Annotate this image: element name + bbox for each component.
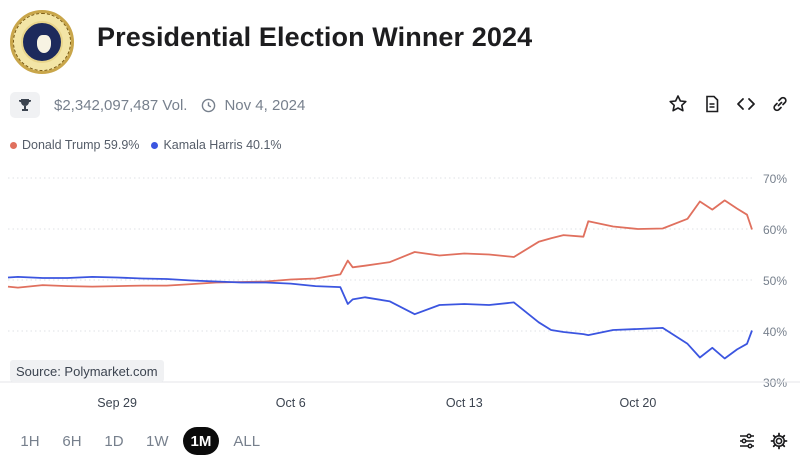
x-tick-label: Oct 20 [620, 396, 657, 410]
presidential-seal-logo [10, 10, 74, 74]
x-tick-label: Oct 13 [446, 396, 483, 410]
y-tick-label: 40% [763, 325, 787, 339]
range-6h[interactable]: 6H [62, 432, 82, 450]
legend-dot-trump [10, 141, 17, 149]
series-line-trump [7, 199, 753, 289]
link-icon[interactable] [770, 94, 790, 114]
document-icon[interactable] [702, 94, 722, 114]
legend-item-harris: Kamala Harris 40.1% [151, 138, 282, 152]
x-tick-label: Sep 29 [97, 396, 137, 410]
price-history-chart[interactable]: 30% 40% 50% 60% 70% Sep 29 Oct 6 Oct 13 Oct 20 [0, 160, 800, 420]
range-1d[interactable]: 1D [104, 432, 124, 450]
clock-icon [201, 98, 216, 113]
star-icon[interactable] [668, 94, 688, 114]
series-line-harris [7, 276, 753, 360]
action-toolbar [668, 94, 790, 114]
embed-code-icon[interactable] [736, 94, 756, 114]
eagle-icon [37, 35, 51, 53]
x-tick-label: Oct 6 [276, 396, 306, 410]
y-tick-label: 60% [763, 223, 787, 237]
gear-icon[interactable] [770, 432, 788, 455]
seal-center [21, 21, 63, 63]
legend-label-trump: Donald Trump 59.9% [22, 138, 140, 152]
range-all[interactable]: ALL [233, 432, 261, 450]
source-label: Source: Polymarket.com [10, 360, 164, 382]
y-tick-label: 70% [763, 172, 787, 186]
range-1w[interactable]: 1W [146, 432, 169, 450]
volume-text: $2,342,097,487 Vol. [54, 96, 188, 114]
page-title: Presidential Election Winner 2024 [97, 22, 533, 52]
filter-sliders-icon[interactable] [738, 432, 756, 455]
legend-dot-harris [151, 141, 159, 149]
range-1h[interactable]: 1H [20, 432, 40, 450]
chart-settings [738, 432, 788, 455]
time-range-selector: 1H 6H 1D 1W 1M ALL [12, 427, 268, 455]
chart-legend: Donald Trump 59.9% Kamala Harris 40.1% [10, 138, 282, 152]
seal-ring [13, 13, 71, 71]
market-meta: $2,342,097,487 Vol. Nov 4, 2024 [10, 92, 305, 118]
end-date-text: Nov 4, 2024 [224, 96, 306, 114]
legend-label-harris: Kamala Harris 40.1% [163, 138, 282, 152]
trophy-icon[interactable] [10, 92, 40, 118]
range-1m[interactable]: 1M [182, 427, 220, 455]
y-tick-label: 50% [763, 274, 787, 288]
y-tick-label: 30% [763, 376, 787, 390]
legend-item-trump: Donald Trump 59.9% [10, 138, 139, 152]
